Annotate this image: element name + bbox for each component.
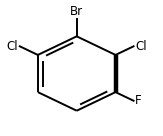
- Text: Cl: Cl: [135, 40, 147, 53]
- Text: F: F: [135, 94, 142, 107]
- Text: Cl: Cl: [7, 40, 18, 53]
- Text: Br: Br: [70, 5, 83, 18]
